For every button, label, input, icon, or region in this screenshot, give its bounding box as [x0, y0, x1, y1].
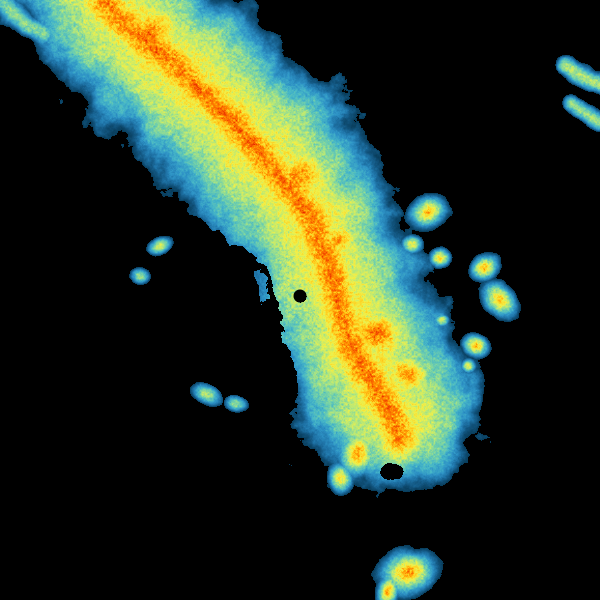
radar-reflectivity-canvas[interactable]	[0, 0, 600, 600]
radar-reflectivity-image[interactable]: Weather radar base reflectivity plan-pos…	[0, 0, 600, 600]
